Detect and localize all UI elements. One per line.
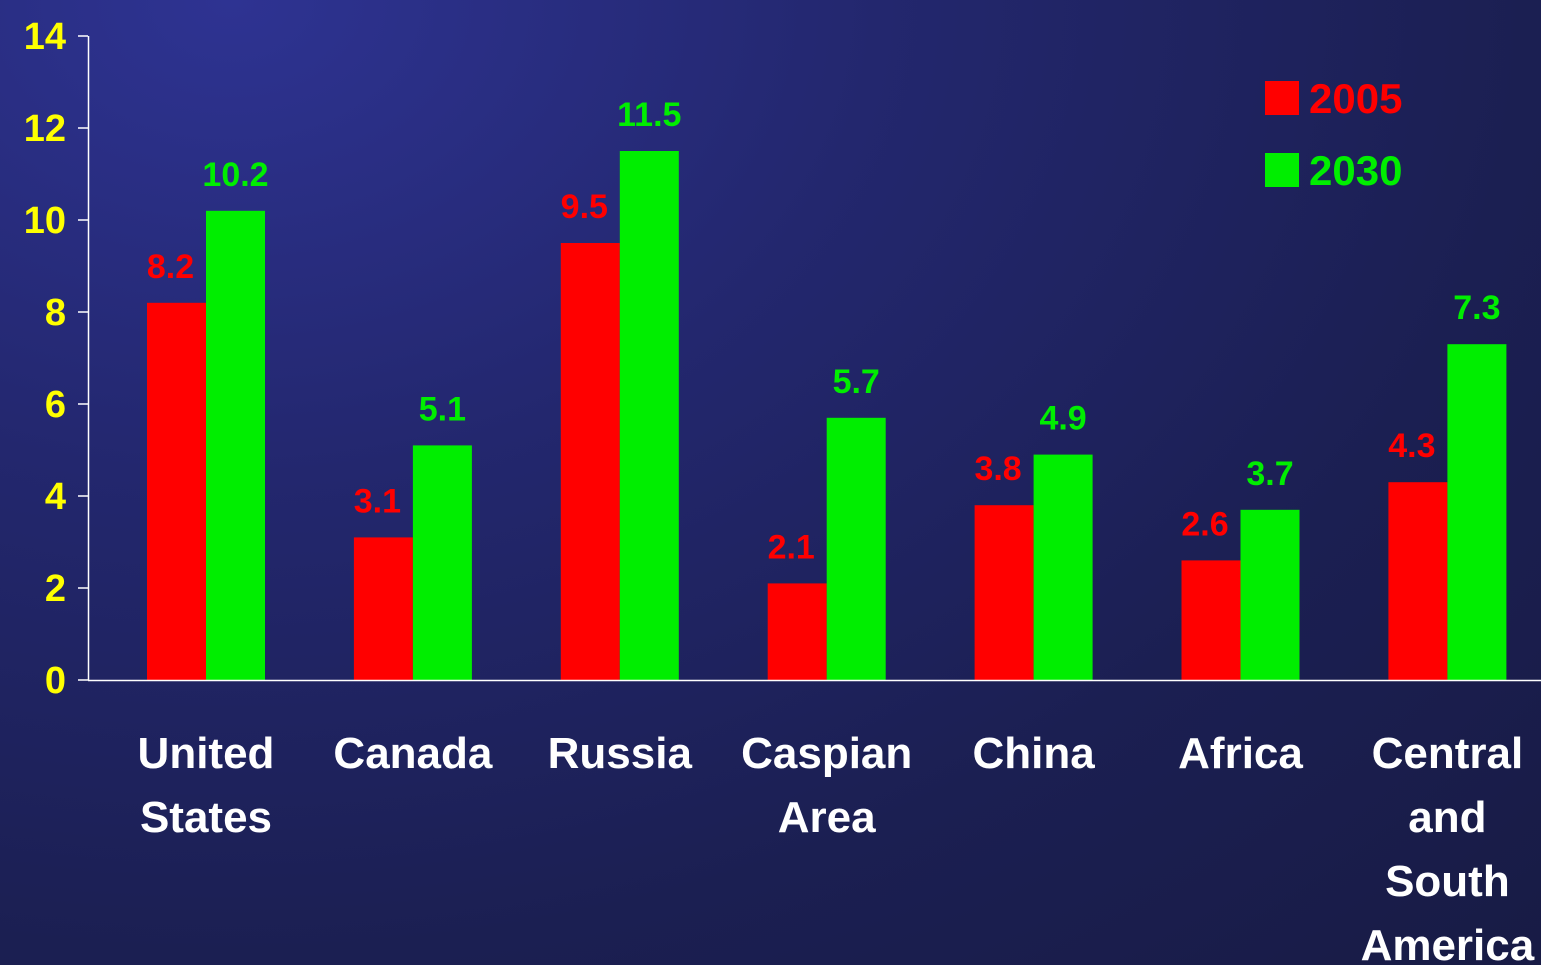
value-label-2030-4: 4.9 — [1039, 400, 1086, 438]
bar-2005-2 — [560, 243, 620, 680]
value-label-2030-3: 5.7 — [833, 363, 880, 401]
value-label-2005-6: 4.3 — [1388, 427, 1435, 465]
value-label-2030-5: 3.7 — [1246, 455, 1293, 493]
bar-2030-3 — [826, 417, 886, 680]
bar-2030-2 — [619, 151, 679, 680]
category-label: Central — [1372, 729, 1524, 778]
category-label: Africa — [1178, 729, 1303, 778]
bar-2030-5 — [1240, 509, 1300, 680]
y-tick-label: 14 — [24, 16, 66, 58]
y-tick-label: 6 — [45, 384, 66, 426]
category-label: Canada — [333, 729, 492, 778]
value-label-2005-0: 8.2 — [147, 248, 194, 286]
category-label: South — [1385, 857, 1510, 906]
bar-2005-1 — [353, 537, 413, 680]
bar-2005-3 — [767, 583, 827, 680]
category-label: Caspian — [741, 729, 912, 778]
legend-swatch-2030 — [1265, 153, 1299, 187]
bar-2005-4 — [974, 505, 1034, 680]
bar-2030-1 — [412, 445, 472, 680]
value-label-2005-2: 9.5 — [561, 188, 608, 226]
value-labels: 8.2 10.2 3.1 5.1 9.5 11.5 2.1 5.7 3.8 4.9 2.6 3.7 4.… — [147, 96, 1501, 566]
bar-2030-6 — [1447, 344, 1507, 680]
value-label-2030-2: 11.5 — [617, 96, 681, 134]
y-tick-label: 0 — [45, 660, 66, 702]
category-label: Area — [778, 793, 876, 842]
bar-2030-0 — [206, 210, 265, 681]
value-label-2005-1: 3.1 — [354, 482, 401, 520]
value-label-2030-6: 7.3 — [1453, 289, 1500, 327]
value-label-2005-4: 3.8 — [974, 450, 1021, 488]
category-label: China — [972, 729, 1095, 778]
value-label-2030-0: 10.2 — [202, 156, 268, 194]
bar-2005-6 — [1388, 482, 1448, 680]
y-tick-label: 10 — [24, 200, 66, 242]
value-label-2030-1: 5.1 — [419, 390, 466, 428]
bar-2005-5 — [1181, 560, 1241, 680]
y-axis: 0 2 4 6 8 10 12 14 — [24, 16, 90, 702]
category-label: Russia — [548, 729, 693, 778]
legend-swatch-2005 — [1265, 81, 1299, 115]
category-label: United — [138, 729, 275, 778]
value-label-2005-5: 2.6 — [1181, 505, 1228, 543]
legend-label-2030: 2030 — [1309, 147, 1402, 194]
value-label-2005-3: 2.1 — [768, 528, 815, 566]
legend-label-2005: 2005 — [1309, 75, 1402, 122]
y-tick-label: 2 — [45, 568, 66, 610]
legend: 2005 2030 — [1265, 75, 1402, 194]
bars — [147, 151, 1507, 681]
y-tick-label: 12 — [24, 108, 66, 150]
y-tick-label: 4 — [45, 476, 66, 518]
category-label: and — [1408, 793, 1486, 842]
bar-2005-0 — [147, 302, 206, 680]
y-tick-label: 8 — [45, 292, 66, 334]
category-label: States — [140, 793, 272, 842]
category-label: America — [1361, 921, 1535, 965]
bar-2030-4 — [1033, 454, 1093, 680]
x-axis: United States Canada Russia Caspian Area China… — [88, 679, 1541, 965]
